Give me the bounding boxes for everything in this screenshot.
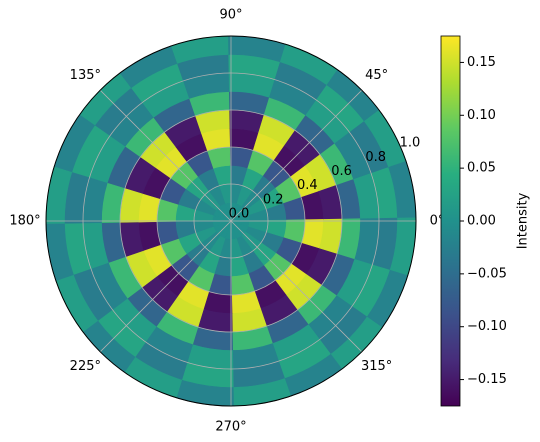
angular-grid-line	[230, 220, 363, 353]
angular-tick-label: 225°	[70, 359, 101, 374]
angular-tick-label: 315°	[361, 359, 392, 374]
colorbar-tick-label: −0.10	[467, 319, 507, 334]
angular-tick-label: 90°	[219, 8, 242, 23]
angular-grid-line	[99, 89, 232, 222]
angular-grid-line	[230, 89, 363, 222]
colorbar-tick-label: 0.15	[467, 55, 496, 70]
colorbar-tick-label: 0.00	[467, 214, 496, 229]
colorbar-tick-label: 0.10	[467, 108, 496, 123]
angular-tick-label: 45°	[365, 68, 388, 83]
angular-tick-label: 270°	[215, 420, 246, 435]
colorbar-tick-label: −0.15	[467, 372, 507, 387]
radial-tick-label: 0.0	[229, 207, 250, 222]
colorbar-tick-label: 0.05	[467, 161, 496, 176]
radial-tick-label: 0.4	[297, 178, 318, 193]
colorbar	[440, 35, 461, 407]
angular-tick-label: 180°	[9, 214, 40, 229]
colorbar-label: Intensity	[516, 192, 531, 249]
radial-tick-label: 1.0	[400, 136, 421, 151]
angular-grid-line	[99, 220, 232, 353]
polar-frame	[45, 35, 417, 407]
radial-tick-label: 0.2	[263, 192, 284, 207]
radial-tick-label: 0.8	[365, 150, 386, 165]
angular-tick-label: 135°	[70, 68, 101, 83]
colorbar-tick-label: −0.05	[467, 266, 507, 281]
radial-tick-label: 0.6	[331, 164, 352, 179]
